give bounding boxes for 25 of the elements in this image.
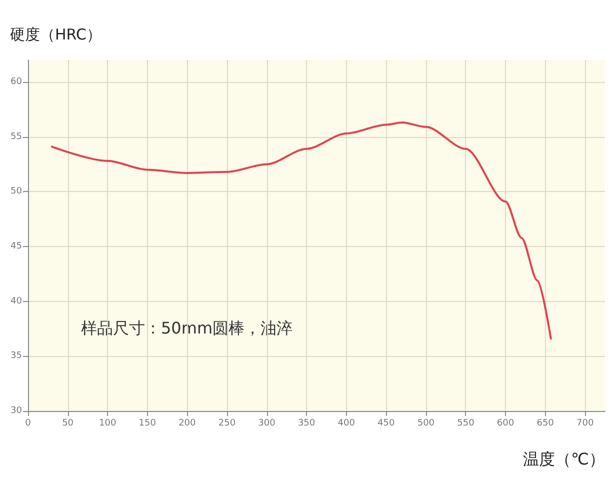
x-tick-label: 550: [457, 418, 475, 428]
x-axis-title: 温度（℃）: [523, 450, 605, 468]
x-tick-label: 650: [536, 418, 554, 428]
x-tick-label: 100: [98, 418, 116, 428]
x-tick-label: 200: [178, 418, 196, 428]
x-tick-label: 400: [338, 418, 356, 428]
y-tick-label: 55: [10, 132, 22, 142]
line-series: [50, 122, 552, 340]
y-tick-label: 60: [10, 76, 22, 87]
y-tick-label: 45: [10, 241, 22, 252]
x-tick-label: 0: [25, 418, 32, 428]
y-axis-title: 硬度（HRC）: [10, 26, 102, 44]
x-tick-label: 500: [417, 418, 435, 428]
y-tick-label: 40: [10, 296, 22, 306]
y-tick-label: 50: [10, 186, 22, 197]
x-tick-label: 450: [378, 418, 395, 428]
x-tick-label: 300: [258, 418, 276, 428]
x-tick-label: 700: [576, 418, 594, 428]
x-tick-label: 600: [496, 418, 514, 428]
y-tick-label: 30: [10, 406, 22, 416]
x-tick-label: 50: [62, 418, 74, 428]
y-tick-label: 35: [10, 351, 22, 362]
x-tick-label: 150: [138, 418, 156, 428]
x-tick-label: 350: [298, 418, 316, 428]
x-tick-label: 250: [218, 418, 236, 428]
